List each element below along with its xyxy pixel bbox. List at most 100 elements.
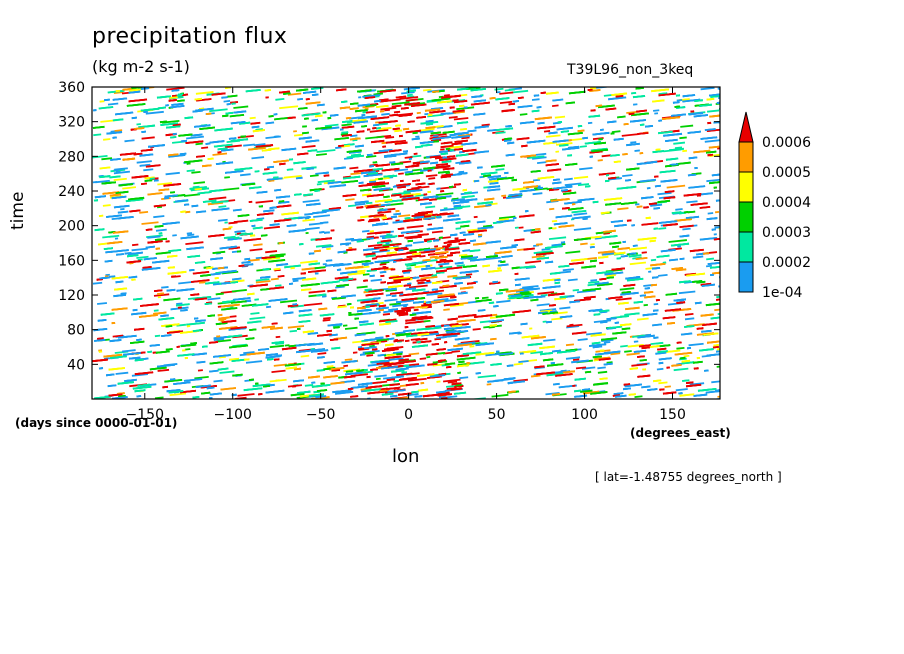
heat-cell bbox=[250, 121, 261, 125]
heat-cell bbox=[105, 273, 110, 277]
heat-cell bbox=[158, 106, 166, 110]
heat-cell bbox=[137, 258, 143, 261]
heat-cell bbox=[665, 292, 678, 296]
heat-cell bbox=[345, 265, 364, 270]
heat-cell bbox=[132, 308, 138, 312]
heat-cell bbox=[531, 98, 540, 101]
heat-cell bbox=[344, 358, 353, 361]
heat-cell bbox=[719, 187, 720, 191]
heat-cell bbox=[470, 361, 485, 365]
heat-cell bbox=[92, 125, 105, 129]
heat-cell bbox=[287, 92, 302, 96]
heat-cell bbox=[516, 137, 530, 141]
heat-cell bbox=[301, 267, 316, 271]
heat-cell bbox=[460, 286, 474, 290]
heat-cell bbox=[372, 297, 381, 300]
heat-cell bbox=[206, 112, 212, 115]
heat-cell bbox=[298, 107, 308, 110]
heat-cell bbox=[323, 361, 336, 364]
heat-cell bbox=[314, 266, 326, 270]
heat-cell bbox=[232, 277, 242, 281]
heat-cell bbox=[342, 324, 348, 327]
heat-cell bbox=[416, 111, 421, 115]
heat-cell bbox=[168, 248, 182, 253]
heat-cell bbox=[305, 231, 309, 235]
heat-cell bbox=[603, 94, 614, 97]
heat-cell bbox=[274, 188, 282, 192]
heat-cell bbox=[485, 240, 501, 244]
heat-cell bbox=[630, 141, 637, 144]
heat-cell bbox=[425, 174, 438, 178]
heat-cell bbox=[572, 288, 580, 292]
heat-cell bbox=[620, 315, 628, 318]
heat-cell bbox=[177, 99, 185, 102]
heat-cell bbox=[98, 214, 104, 217]
heat-cell bbox=[449, 303, 464, 308]
heat-cell bbox=[183, 193, 200, 197]
heat-cell bbox=[537, 161, 547, 164]
heat-cell bbox=[389, 98, 401, 102]
heat-cell bbox=[546, 363, 564, 367]
heat-cell bbox=[501, 194, 507, 197]
heat-cell bbox=[387, 252, 407, 257]
heat-cell bbox=[384, 108, 390, 112]
heat-cell bbox=[648, 270, 652, 273]
heat-cell bbox=[129, 209, 141, 213]
heat-cell bbox=[367, 243, 383, 248]
heat-cell bbox=[147, 350, 153, 353]
heat-cell bbox=[393, 212, 402, 216]
heat-cell bbox=[636, 205, 643, 208]
heat-cell bbox=[572, 215, 591, 220]
heat-cell bbox=[683, 354, 690, 358]
heat-cell bbox=[271, 322, 278, 325]
heat-cell bbox=[471, 95, 483, 99]
heat-cell bbox=[417, 233, 429, 237]
heat-cell bbox=[298, 309, 312, 313]
heat-cell bbox=[153, 215, 165, 219]
heat-cell bbox=[305, 139, 320, 143]
heat-cell bbox=[408, 157, 413, 160]
heat-cell bbox=[617, 115, 626, 119]
heat-cell bbox=[653, 227, 659, 230]
heat-cell bbox=[653, 109, 660, 112]
heat-cell bbox=[170, 191, 175, 194]
heat-cell bbox=[690, 202, 708, 206]
heat-cell bbox=[472, 327, 481, 331]
heat-cell bbox=[186, 135, 204, 140]
heat-cell bbox=[263, 209, 275, 213]
heat-cell bbox=[243, 143, 255, 147]
heat-cell bbox=[704, 139, 720, 143]
heat-cell bbox=[122, 186, 137, 190]
heat-cell bbox=[336, 88, 347, 92]
heat-cell bbox=[624, 350, 632, 353]
heat-cell bbox=[368, 218, 380, 221]
heat-cell bbox=[102, 204, 111, 207]
heat-cell bbox=[322, 318, 331, 322]
heat-cell bbox=[229, 114, 245, 118]
heat-cell bbox=[656, 367, 664, 371]
heat-cell bbox=[394, 168, 409, 172]
heat-cell bbox=[102, 234, 120, 239]
heat-cell bbox=[356, 297, 376, 302]
heat-cell bbox=[514, 272, 519, 275]
heat-cell bbox=[358, 320, 369, 324]
heat-cell bbox=[527, 155, 545, 159]
heat-cell bbox=[561, 243, 566, 246]
heat-cell bbox=[597, 159, 603, 162]
heat-cell bbox=[719, 151, 720, 155]
heat-cell bbox=[369, 274, 375, 278]
heat-cell bbox=[532, 178, 541, 182]
heat-cell bbox=[443, 94, 450, 97]
heat-cell bbox=[483, 324, 502, 329]
heat-cell bbox=[610, 219, 624, 223]
heat-cell bbox=[643, 284, 654, 287]
heat-cell bbox=[92, 358, 109, 363]
heat-cell bbox=[462, 249, 471, 252]
heat-cell bbox=[374, 374, 387, 378]
heat-cell bbox=[369, 230, 374, 233]
heat-cell bbox=[692, 255, 704, 259]
heat-cell bbox=[234, 229, 246, 233]
heat-cell bbox=[498, 218, 509, 221]
heat-cell bbox=[434, 245, 439, 248]
heat-cell bbox=[293, 130, 297, 133]
